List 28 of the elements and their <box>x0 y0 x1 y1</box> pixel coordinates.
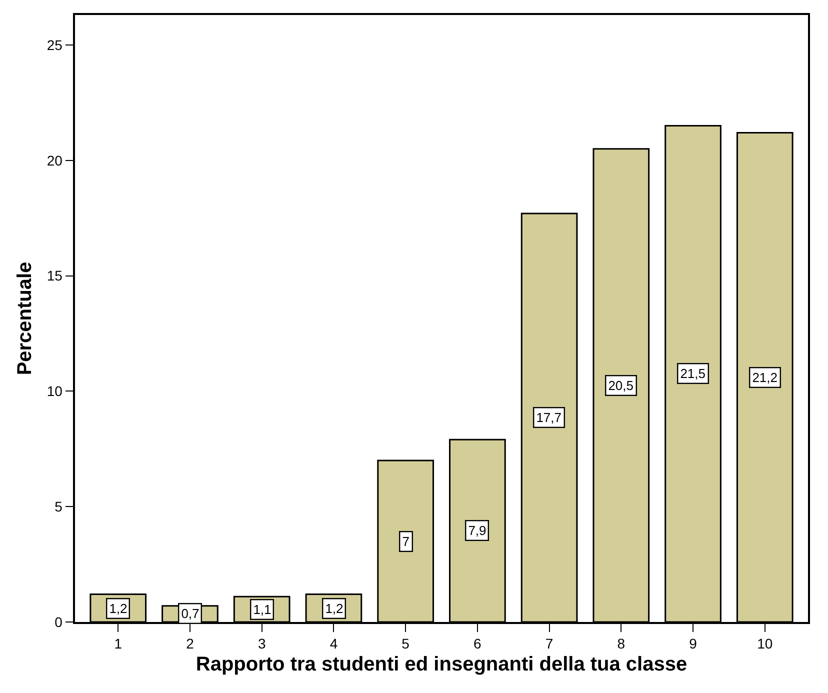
x-tick-label: 4 <box>330 636 338 652</box>
data-label: 7,9 <box>468 523 486 538</box>
y-tick-label: 0 <box>54 614 63 630</box>
x-tick-label: 7 <box>545 636 554 652</box>
x-tick-label: 2 <box>186 636 194 652</box>
y-tick-label: 5 <box>54 498 63 514</box>
y-tick-label: 10 <box>46 383 63 400</box>
x-tick-label: 10 <box>757 636 773 652</box>
x-tick-label: 3 <box>258 636 266 652</box>
data-label: 21,2 <box>752 370 778 386</box>
y-tick-label: 15 <box>46 268 63 284</box>
x-tick-label: 1 <box>114 636 122 652</box>
y-tick-label: 25 <box>46 36 63 53</box>
y-axis-title: Percentuale <box>14 262 36 376</box>
data-label: 1,2 <box>109 601 128 616</box>
x-tick-label: 9 <box>689 636 698 652</box>
data-label: 20,5 <box>608 378 634 394</box>
data-label: 21,5 <box>680 366 706 382</box>
x-axis-title: Rapporto tra studenti ed insegnanti della tua classe <box>196 654 688 676</box>
data-label: 1,2 <box>325 601 344 616</box>
x-tick-label: 8 <box>617 636 626 652</box>
x-tick-label: 6 <box>474 636 482 652</box>
y-tick-label: 20 <box>46 152 63 168</box>
data-label: 7 <box>402 534 410 550</box>
x-tick-label: 5 <box>402 636 410 652</box>
data-label: 17,7 <box>536 410 562 426</box>
data-label: 1,1 <box>253 602 272 618</box>
data-label: 0,7 <box>181 606 200 622</box>
